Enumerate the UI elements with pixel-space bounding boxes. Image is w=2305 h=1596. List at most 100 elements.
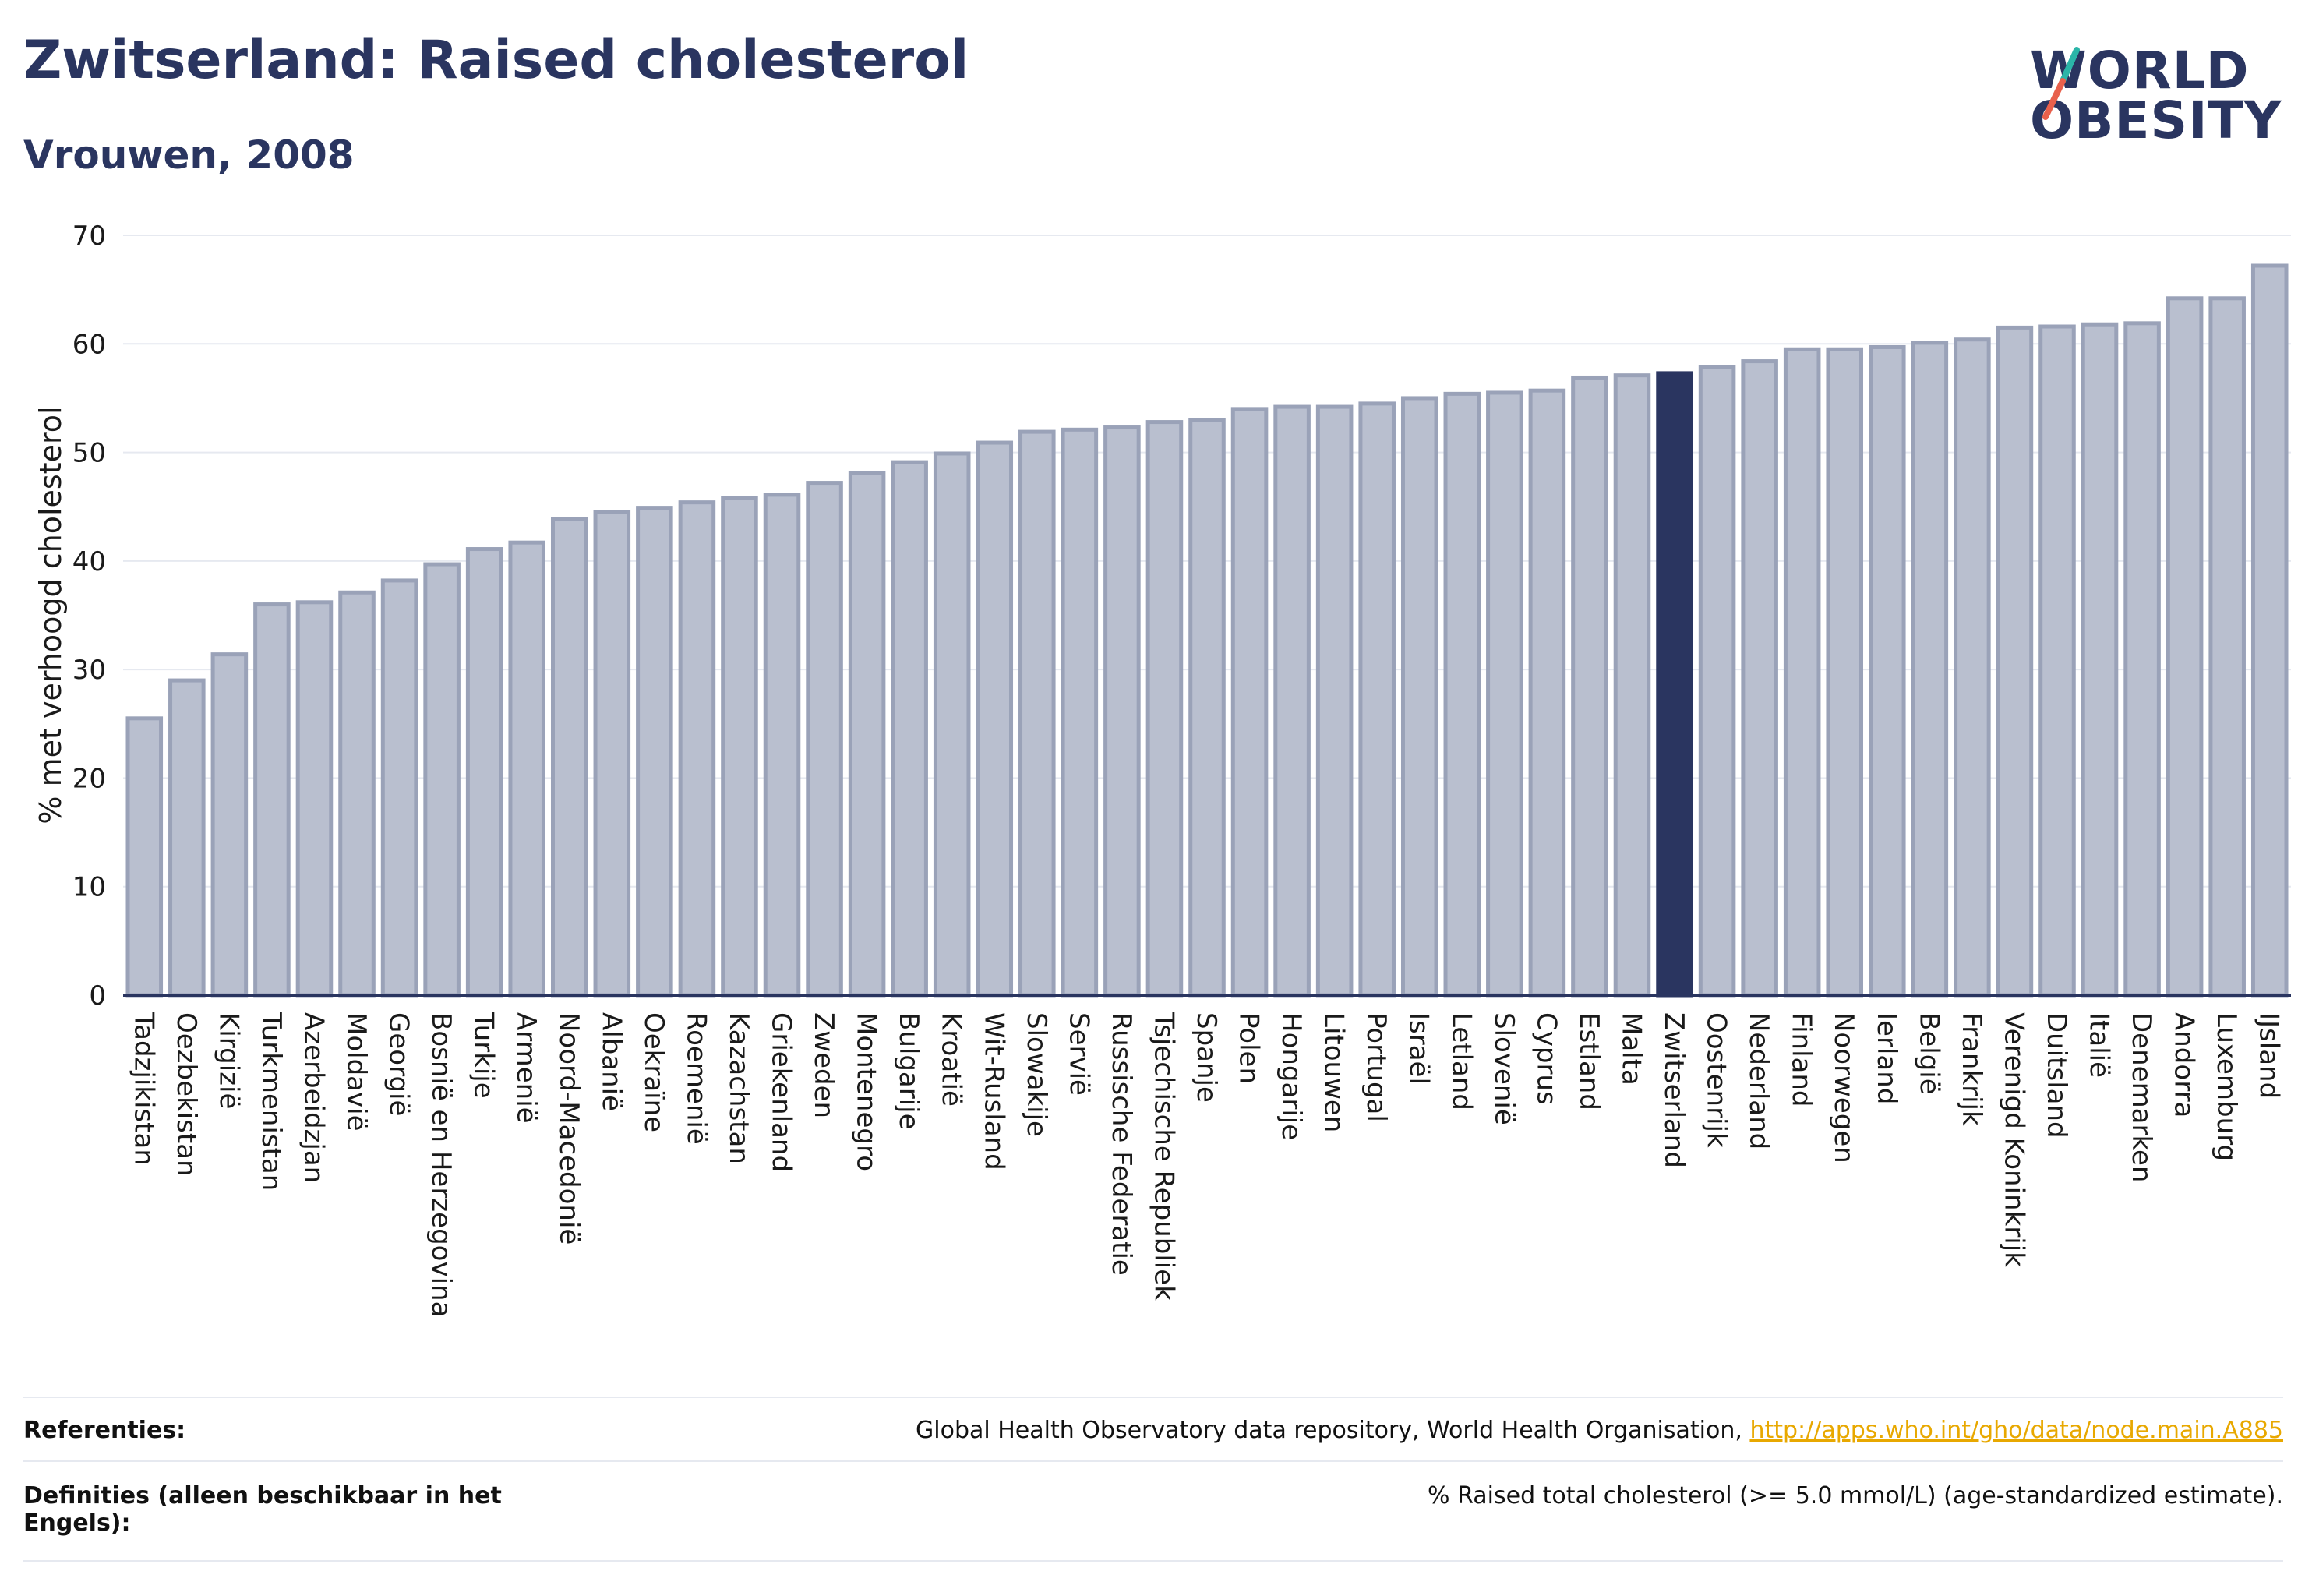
bar	[1528, 388, 1566, 998]
bar	[2081, 322, 2119, 998]
x-tick-label: Litouwen	[1318, 1012, 1350, 1132]
bar	[1486, 390, 1523, 998]
x-tick-label: België	[1913, 1012, 1944, 1095]
bar	[976, 440, 1014, 998]
bar	[550, 517, 588, 998]
bar	[848, 471, 886, 998]
bar	[2208, 296, 2246, 998]
x-tick-label: Verenigd Koninkrijk	[1998, 1012, 2029, 1267]
bar	[508, 540, 545, 998]
x-tick-label: Slowakije	[1021, 1012, 1052, 1137]
y-axis-label: % met verhoogd cholesterol	[34, 406, 68, 824]
references-row: Referenties: Global Health Observatory d…	[23, 1417, 2283, 1444]
x-tick-label: Georgië	[383, 1012, 415, 1116]
references-label: Referenties:	[23, 1417, 186, 1444]
bar	[1443, 391, 1481, 998]
y-tick-label: 20	[72, 763, 106, 794]
y-tick-label: 0	[89, 980, 106, 1012]
x-tick-label: Russische Federatie	[1106, 1012, 1137, 1276]
x-tick-label: Estland	[1573, 1012, 1604, 1110]
x-tick-label: Zwitserland	[1658, 1012, 1689, 1168]
x-tick-label: Noord-Macedonië	[553, 1012, 584, 1245]
y-tick-label: 30	[72, 655, 106, 686]
bar	[2166, 296, 2204, 998]
x-tick-label: Tsjechische Republiek	[1148, 1012, 1179, 1301]
x-tick-label: Slovenië	[1488, 1012, 1520, 1125]
y-tick-label: 50	[72, 438, 106, 469]
logo-text-line2: OBESITY	[2030, 90, 2282, 150]
bar	[1826, 347, 1864, 998]
x-tick-label: Oekraïne	[638, 1012, 669, 1132]
bar	[2038, 324, 2076, 998]
bar	[380, 578, 418, 998]
x-tick-label: Malta	[1615, 1012, 1647, 1086]
x-tick-label: Cyprus	[1530, 1012, 1562, 1105]
x-tick-label: Turkmenistan	[256, 1012, 287, 1191]
bar	[168, 678, 206, 998]
bar	[2250, 263, 2289, 998]
x-tick-label: Kroatië	[936, 1012, 967, 1107]
x-tick-label: Albanië	[595, 1012, 627, 1111]
bar	[295, 600, 334, 998]
footer-divider-middle	[23, 1460, 2283, 1462]
bar	[338, 590, 376, 998]
bar	[253, 602, 291, 998]
bar	[806, 481, 843, 998]
bar	[1996, 325, 2034, 998]
x-tick-label: Spanje	[1191, 1012, 1222, 1103]
bar	[1613, 373, 1651, 998]
bar	[763, 493, 801, 998]
x-tick-label: Oostenrijk	[1701, 1012, 1732, 1148]
x-tick-label: Kirgizië	[213, 1012, 244, 1109]
x-tick-label: Portugal	[1361, 1012, 1392, 1122]
bar	[210, 652, 249, 998]
footer-divider-top	[23, 1396, 2283, 1398]
x-tick-label: Duitsland	[2041, 1012, 2072, 1139]
x-tick-label: Andorra	[2169, 1012, 2200, 1118]
definitions-label: Definities (alleen beschikbaar in het En…	[23, 1482, 502, 1537]
x-tick-label: Wit-Rusland	[978, 1012, 1009, 1171]
bar	[1741, 359, 1778, 998]
y-tick-label: 70	[72, 221, 106, 252]
bar	[1315, 404, 1354, 998]
x-tick-label: Tadzjikistan	[128, 1012, 159, 1166]
bar	[1869, 344, 1906, 998]
bar	[1103, 425, 1141, 998]
bar	[1061, 427, 1099, 998]
x-tick-label: Servië	[1063, 1012, 1094, 1096]
bar	[125, 716, 164, 998]
x-tick-label: Nederland	[1743, 1012, 1774, 1149]
x-tick-label: Italië	[2084, 1012, 2115, 1078]
x-tick-label: Hongarije	[1276, 1012, 1307, 1140]
bar	[1145, 420, 1184, 998]
x-tick-label: Moldavië	[341, 1012, 372, 1132]
x-tick-label: Montenegro	[851, 1012, 882, 1171]
y-tick-label: 60	[72, 329, 106, 360]
bar	[1571, 375, 1608, 998]
x-tick-label: Armenië	[510, 1012, 542, 1124]
x-tick-label: Noorwegen	[1828, 1012, 1859, 1163]
definitions-value: % Raised total cholesterol (>= 5.0 mmol/…	[1428, 1482, 2283, 1509]
x-tick-label: Denemarken	[2126, 1012, 2157, 1182]
bar	[1273, 404, 1311, 998]
world-obesity-logo: WORLD OBESITY	[2030, 30, 2295, 170]
x-tick-label: Bulgarije	[893, 1012, 924, 1130]
logo-slash-icon	[2042, 47, 2080, 120]
x-tick-label: Kazachstan	[723, 1012, 754, 1164]
bar	[1018, 429, 1056, 998]
x-tick-label: Griekenland	[766, 1012, 797, 1172]
x-tick-label: IJsland	[2254, 1012, 2285, 1099]
chart-title: Zwitserland: Raised cholesterol	[23, 30, 969, 91]
bar	[678, 500, 716, 998]
x-tick-label: Turkije	[468, 1012, 499, 1099]
x-tick-label: Frankrijk	[1956, 1012, 1987, 1126]
bar	[636, 506, 673, 998]
x-tick-label: Ierland	[1871, 1012, 1902, 1104]
x-tick-label: Roemenië	[680, 1012, 711, 1145]
bar	[1188, 418, 1226, 998]
x-tick-label: Letland	[1445, 1012, 1477, 1110]
bar	[423, 562, 461, 998]
definitions-row: Definities (alleen beschikbaar in het En…	[23, 1482, 2283, 1537]
references-link[interactable]: http://apps.who.int/gho/data/node.main.A…	[1749, 1417, 2283, 1444]
y-tick-label: 10	[72, 872, 106, 903]
